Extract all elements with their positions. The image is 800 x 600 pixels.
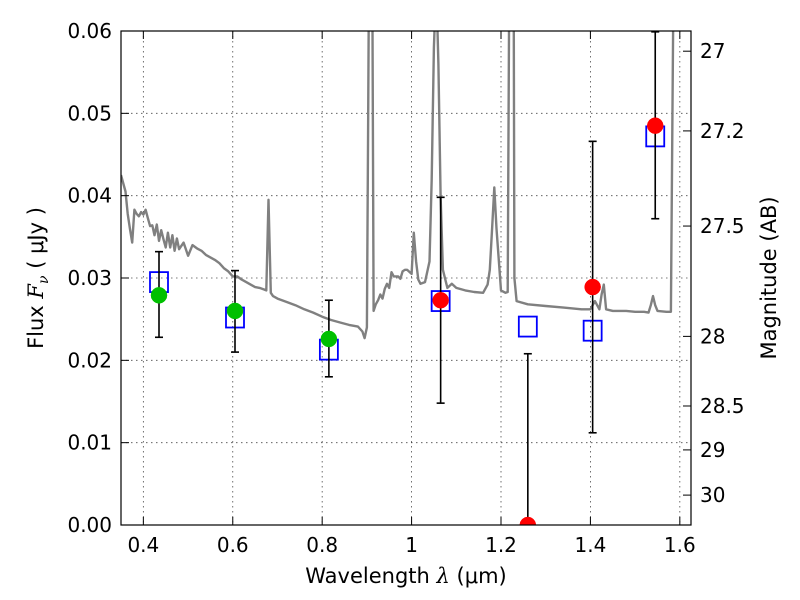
x-tick-label: 0.8 bbox=[306, 533, 338, 557]
magnitude-tick-label: 27 bbox=[700, 39, 725, 63]
model-spectrum-line bbox=[121, 31, 675, 340]
observed-flux-point bbox=[646, 117, 664, 134]
x-tick-label: 1 bbox=[405, 533, 418, 557]
observed-flux-point bbox=[584, 278, 601, 296]
magnitude-tick-label: 30 bbox=[700, 483, 725, 507]
observed-flux-point bbox=[226, 302, 244, 320]
y-tick-label: 0.04 bbox=[67, 184, 112, 208]
observed-flux-point bbox=[320, 330, 338, 348]
observed-flux-point bbox=[519, 516, 537, 525]
magnitude-tick-label: 28 bbox=[700, 324, 725, 348]
x-tick-label: 0.6 bbox=[217, 533, 249, 557]
y-tick-label: 0.02 bbox=[67, 348, 112, 372]
magnitude-tick-label: 29 bbox=[700, 438, 725, 462]
magnitude-axis-title: Magnitude (AB) bbox=[757, 196, 781, 359]
observed-flux-point bbox=[432, 291, 449, 309]
x-axis-title: Wavelength λ (μm) bbox=[305, 564, 506, 588]
observed-flux-point bbox=[150, 287, 168, 304]
y-tick-label: 0.05 bbox=[67, 101, 112, 125]
magnitude-tick-label: 27.2 bbox=[700, 119, 745, 143]
y-tick-label: 0.01 bbox=[67, 431, 112, 455]
spectrum-layer bbox=[121, 31, 675, 340]
axis-ticks: 0.4 0.6 0.8 1 1.2 1.4 1.6 0.00 0.01 0.02 0.03 0.04 0… bbox=[67, 19, 744, 557]
y-tick-label: 0.03 bbox=[67, 266, 112, 290]
y-tick-label: 0.00 bbox=[67, 513, 112, 537]
marker-layer bbox=[149, 31, 666, 525]
x-tick-label: 0.4 bbox=[127, 533, 159, 557]
y-axis-title: Flux Fν ( μJy ) bbox=[24, 207, 52, 349]
magnitude-tick-label: 28.5 bbox=[700, 394, 745, 418]
magnitude-tick-label: 27.5 bbox=[700, 214, 745, 238]
x-tick-label: 1.6 bbox=[664, 533, 696, 557]
y-tick-label: 0.06 bbox=[67, 19, 112, 43]
x-tick-label: 1.4 bbox=[575, 533, 607, 557]
model-flux-square bbox=[517, 315, 538, 338]
x-tick-label: 1.2 bbox=[485, 533, 517, 557]
